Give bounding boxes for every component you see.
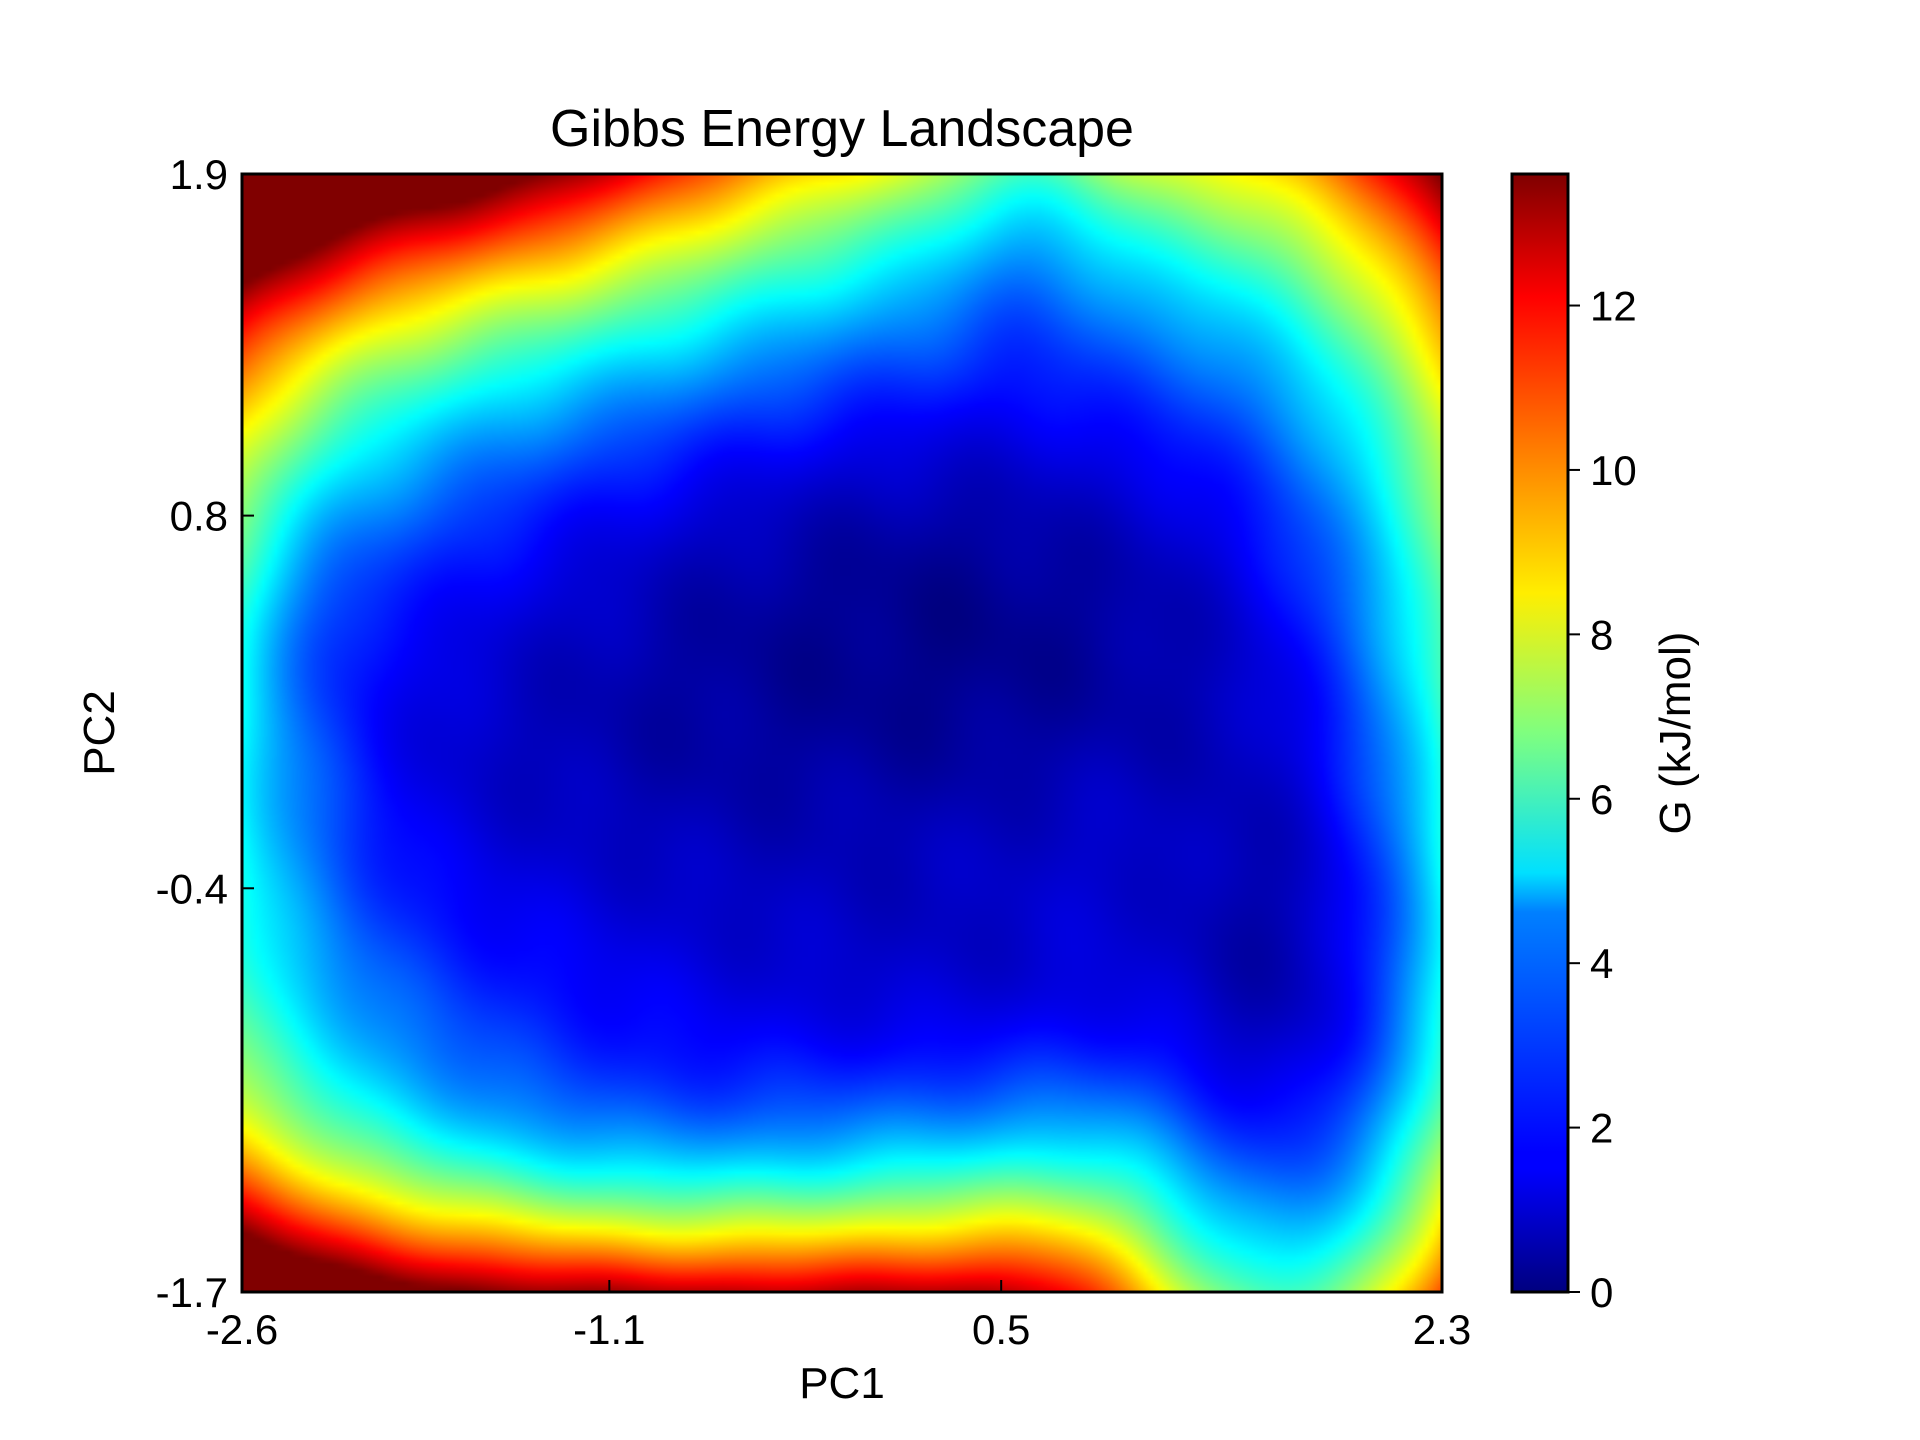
colorbar-tick-label: 6 [1590,776,1613,823]
colorbar-tick-label: 0 [1590,1269,1613,1316]
y-axis-ticks: -1.7 -0.4 0.8 1.9 [156,151,254,1316]
colorbar-tick-label: 10 [1590,447,1637,494]
heatmap-area [242,174,1442,1292]
y-axis-label: PC2 [75,690,124,776]
plot-frame [240,172,1444,1294]
colorbar-label: G (kJ/mol) [1651,632,1700,835]
colorbar-tick-label: 2 [1590,1105,1613,1152]
y-tick-label: 0.8 [170,493,228,540]
x-axis-ticks: -2.6 -1.1 0.5 2.3 [206,1280,1471,1353]
colorbar-tick-label: 12 [1590,283,1637,330]
x-axis-label: PC1 [799,1359,885,1408]
colorbar-gradient [1510,172,1570,1294]
colorbar-tick-label: 4 [1590,940,1613,987]
x-tick-label: 0.5 [972,1306,1030,1353]
heatmap-canvas [242,174,1442,1292]
colorbar-tick-label: 8 [1590,611,1613,658]
x-tick-label: -1.1 [573,1306,645,1353]
chart-title: Gibbs Energy Landscape [550,100,1134,158]
colorbar-ticks: 0 2 4 6 8 10 12 [1568,283,1637,1316]
x-tick-label: 2.3 [1413,1306,1471,1353]
x-tick-label: -2.6 [206,1306,278,1353]
y-tick-label: 1.9 [170,151,228,198]
colorbar: 0 2 4 6 8 10 12 G (kJ/mol) [1510,172,1700,1316]
y-tick-label: -1.7 [156,1269,228,1316]
y-tick-label: -0.4 [156,865,228,912]
